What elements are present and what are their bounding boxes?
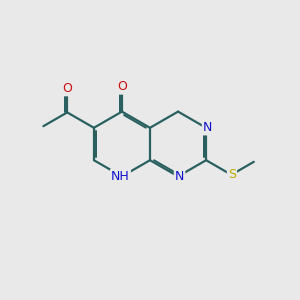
- Text: S: S: [228, 168, 236, 181]
- Text: N: N: [175, 170, 184, 183]
- Text: N: N: [203, 121, 212, 134]
- Text: NH: NH: [111, 170, 130, 183]
- Text: O: O: [62, 82, 72, 95]
- Text: O: O: [117, 80, 127, 94]
